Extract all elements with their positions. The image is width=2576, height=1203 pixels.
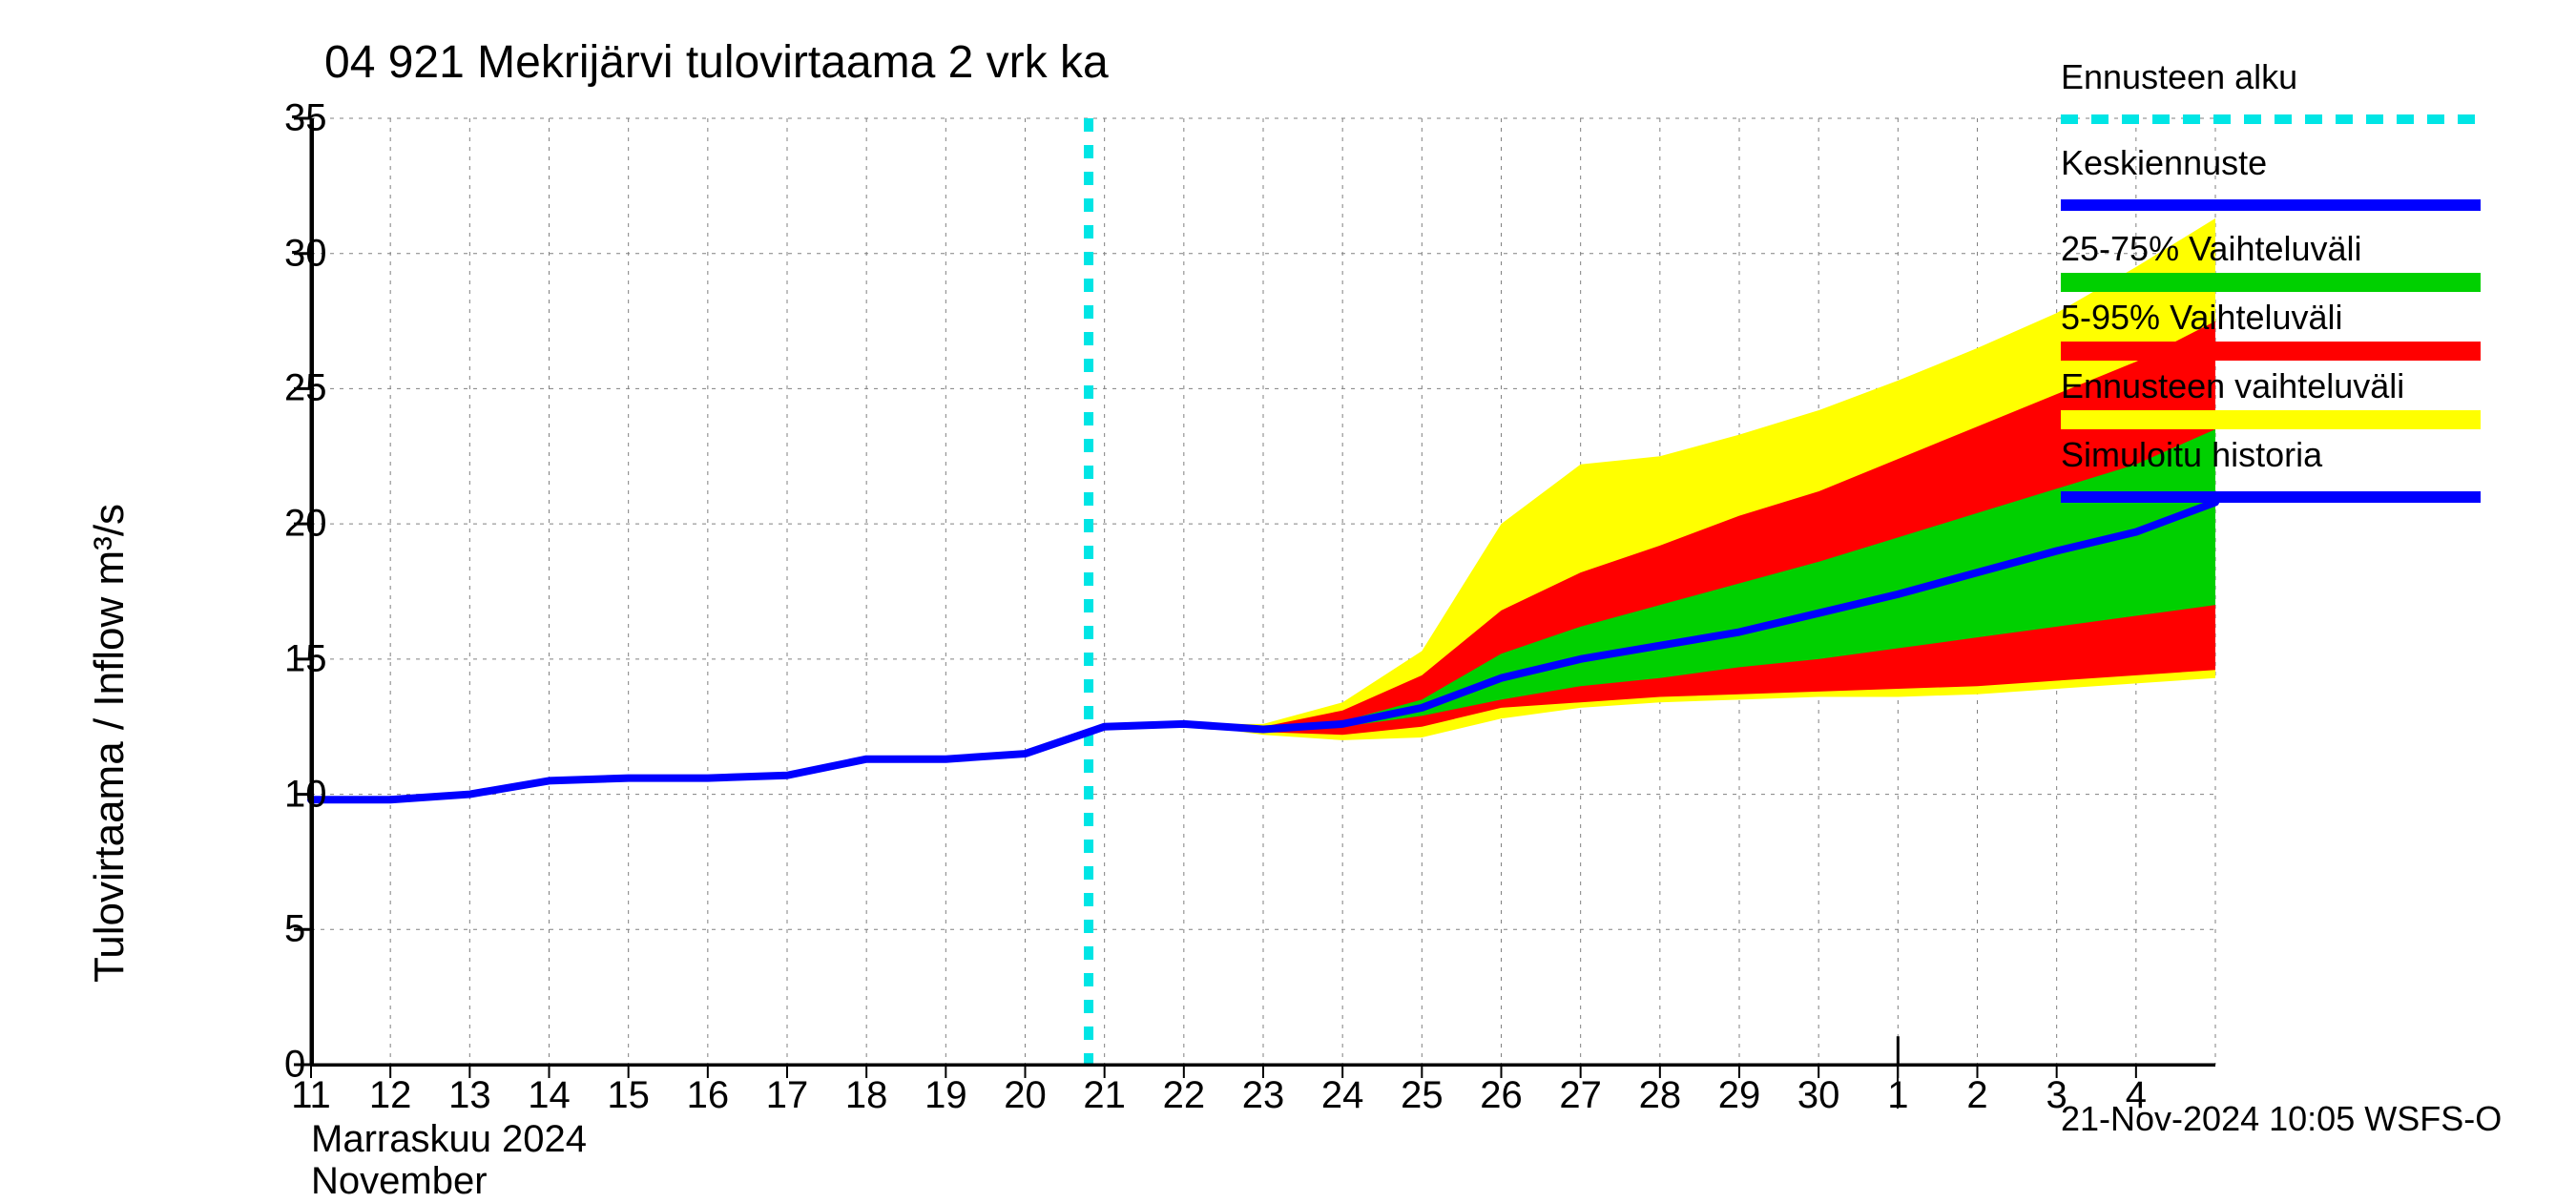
legend-q5-95-label: 5-95% Vaihteluväli: [2061, 298, 2481, 338]
legend-forecast-start-swatch: [2061, 110, 2481, 129]
legend-forecast-start-label: Ennusteen alku: [2061, 57, 2481, 97]
chart-container: 04 921 Mekrijärvi tulovirtaama 2 vrk ka …: [0, 0, 2576, 1145]
legend-q25-75-swatch: [2061, 273, 2481, 292]
x-tick-label: 2: [1966, 1074, 1987, 1117]
x-tick-label: 30: [1797, 1074, 1840, 1117]
x-tick-label: 27: [1559, 1074, 1602, 1117]
legend-full-range-swatch: [2061, 410, 2481, 429]
x-tick-label: 18: [845, 1074, 888, 1117]
x-tick-label: 12: [369, 1074, 412, 1117]
x-tick-label: 22: [1163, 1074, 1206, 1117]
legend-history: Simuloitu historia: [2061, 435, 2481, 515]
chart-title: 04 921 Mekrijärvi tulovirtaama 2 vrk ka: [324, 36, 1109, 89]
x-tick-label: 23: [1242, 1074, 1285, 1117]
x-tick-label: 29: [1718, 1074, 1761, 1117]
legend-history-swatch: [2061, 487, 2481, 507]
x-tick-label: 25: [1401, 1074, 1444, 1117]
legend-full-range: Ennusteen vaihteluväli: [2061, 366, 2481, 429]
x-tick-label: 26: [1480, 1074, 1523, 1117]
legend-median-label: Keskiennuste: [2061, 143, 2481, 183]
x-tick-label: 21: [1083, 1074, 1126, 1117]
x-tick-label: 17: [766, 1074, 809, 1117]
x-tick-label: 19: [924, 1074, 967, 1117]
footer-timestamp: 21-Nov-2024 10:05 WSFS-O: [2061, 1099, 2502, 1139]
legend: Ennusteen alku Keskiennuste 25-75% Vaiht…: [2061, 57, 2481, 521]
y-axis-label: Tulovirtaama / Inflow m³/s: [86, 504, 134, 983]
month-label-en: November: [311, 1160, 488, 1203]
x-tick-label: 13: [448, 1074, 491, 1117]
month-label-fi: Marraskuu 2024: [311, 1118, 587, 1161]
x-axis-line: [311, 1064, 2215, 1067]
x-tick-label: 20: [1004, 1074, 1047, 1117]
month-boundary-tick: [1897, 1065, 1899, 1109]
x-tick-label: 28: [1639, 1074, 1682, 1117]
x-tick-label: 11: [291, 1074, 331, 1117]
x-tick-label: 14: [528, 1074, 571, 1117]
legend-median-swatch: [2061, 196, 2481, 215]
legend-median: Keskiennuste: [2061, 143, 2481, 223]
legend-q25-75-label: 25-75% Vaihteluväli: [2061, 229, 2481, 269]
legend-history-label: Simuloitu historia: [2061, 435, 2481, 475]
x-tick-label: 24: [1321, 1074, 1364, 1117]
legend-q5-95: 5-95% Vaihteluväli: [2061, 298, 2481, 361]
x-tick-label: 16: [687, 1074, 730, 1117]
legend-q25-75: 25-75% Vaihteluväli: [2061, 229, 2481, 292]
plot-area: [311, 118, 2215, 1065]
legend-full-range-label: Ennusteen vaihteluväli: [2061, 366, 2481, 406]
x-tick-label: 15: [607, 1074, 650, 1117]
legend-forecast-start: Ennusteen alku: [2061, 57, 2481, 137]
legend-q5-95-swatch: [2061, 342, 2481, 361]
